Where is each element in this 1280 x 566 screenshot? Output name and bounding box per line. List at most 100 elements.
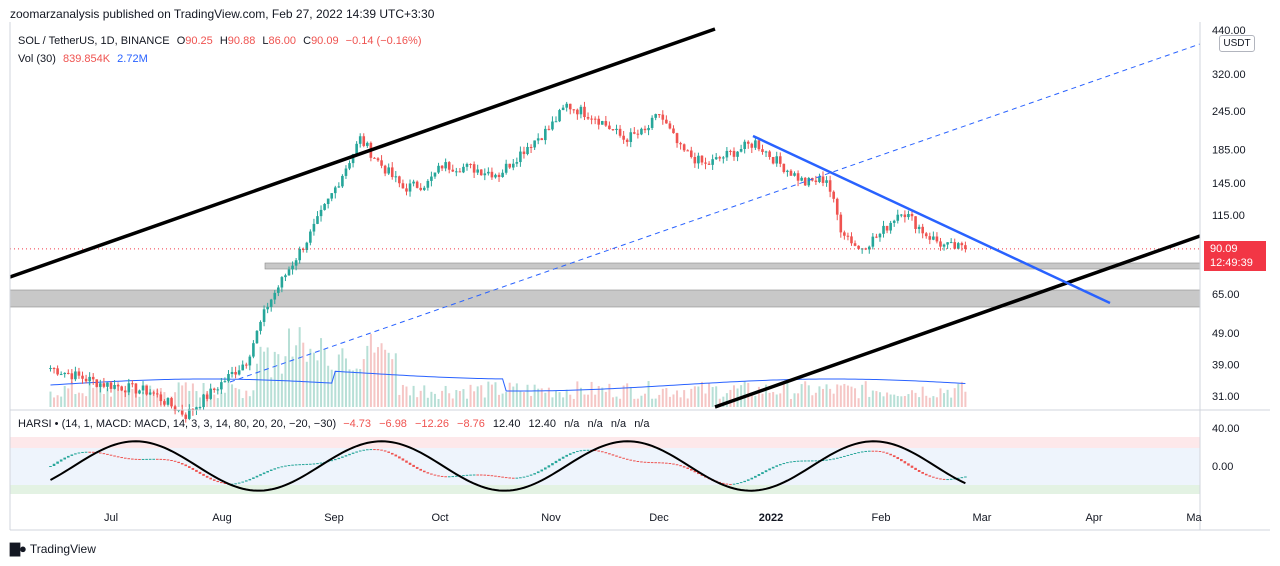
price-tick-label: 185.00 [1212, 145, 1246, 157]
harsi-candle [771, 466, 775, 469]
candle-body [487, 171, 490, 174]
candle-body [561, 107, 565, 111]
candle-body [700, 155, 704, 163]
candle-body [472, 164, 476, 173]
harsi-candle [675, 464, 679, 466]
volume-bar [533, 384, 536, 407]
candle-body [558, 110, 561, 122]
candle-body [554, 121, 558, 123]
harsi-candle [533, 473, 536, 475]
volume-bar [476, 386, 479, 407]
harsi-candle [551, 463, 554, 466]
volume-bar [352, 370, 355, 407]
volume-bar [291, 356, 294, 407]
harsi-value: 12.40 [528, 418, 557, 430]
volume-bar [120, 388, 123, 407]
candle-body [679, 143, 682, 145]
volume-bar [501, 393, 504, 407]
volume-bar [81, 393, 84, 407]
candle-body [526, 146, 529, 155]
harsi-legend[interactable]: HARSI • (14, 1, MACD: MACD, 14, 3, 3, 14… [18, 418, 654, 430]
candle-body [889, 222, 892, 231]
volume-bar [380, 343, 383, 407]
harsi-candle [433, 474, 437, 476]
volume-bar [309, 348, 312, 407]
volume-bar [366, 345, 369, 407]
candle-body [255, 330, 259, 344]
volume-bar [149, 385, 152, 407]
candle-body [444, 162, 447, 169]
candle-body [84, 378, 88, 382]
currency-button[interactable]: USDT [1219, 35, 1255, 52]
harsi-candle [344, 455, 348, 457]
volume-bar [775, 394, 778, 407]
volume-bar [298, 327, 301, 407]
harsi-candle [159, 458, 163, 460]
harsi-candle [102, 453, 106, 455]
harsi-candle [522, 476, 526, 478]
harsi-candle [650, 462, 654, 464]
harsi-candle [860, 451, 864, 453]
candle-body [237, 370, 241, 375]
harsi-candle [878, 451, 882, 453]
axes: 440.00 320.00 245.00 185.00 145.00 115.00 65.0… [9, 22, 1270, 531]
harsi-candle [761, 472, 764, 475]
volume-bar [288, 328, 290, 407]
candle-body [757, 140, 761, 150]
candle-body [800, 177, 803, 181]
candle-body [647, 127, 650, 131]
volume-bar [284, 356, 287, 407]
candle-body [850, 236, 853, 244]
candle-body [497, 174, 501, 178]
volume-bar [49, 391, 52, 407]
volume-bar [757, 386, 760, 407]
candle-body [579, 106, 583, 115]
volume-bar [551, 397, 554, 407]
volume-bar [615, 396, 618, 407]
volume-bar [248, 396, 251, 407]
volume-bar [636, 398, 639, 407]
harsi-candle [725, 483, 729, 485]
volume-bar [836, 384, 839, 407]
volume-legend[interactable]: Vol (30) 839.854K 2.72M [18, 53, 152, 65]
volume-bar [369, 334, 372, 407]
harsi-candle [579, 450, 583, 452]
volume-bar [77, 392, 80, 407]
harsi-candle [52, 463, 56, 466]
candle-body [843, 232, 846, 236]
volume-bar [782, 382, 785, 407]
candle-body [462, 166, 465, 173]
candle-body [544, 128, 547, 141]
candle-body [807, 177, 811, 186]
harsi-candle [615, 455, 618, 457]
candle-body [867, 246, 871, 250]
candle-body [515, 162, 519, 164]
candle-body [291, 265, 294, 270]
harsi-candle [237, 482, 241, 484]
volume-bar [772, 392, 775, 407]
volume-bar [280, 373, 283, 407]
candle-body [714, 157, 718, 160]
candle-body [853, 243, 857, 246]
candle-body [932, 236, 935, 240]
symbol-legend[interactable]: SOL / TetherUS, 1D, BINANCE O90.25 H90.8… [18, 35, 426, 47]
harsi-candle [633, 460, 636, 462]
harsi-candle [768, 468, 771, 471]
harsi-candle [946, 479, 949, 481]
tradingview-logo[interactable]: ▇● TradingView [10, 541, 96, 557]
volume-bar [711, 387, 714, 407]
candle-body [390, 167, 394, 178]
volume-bar [679, 397, 682, 407]
harsi-candle [145, 458, 148, 460]
harsi-candle [828, 459, 832, 461]
volume-bar [839, 385, 842, 407]
candle-body [166, 398, 170, 405]
harsi-candle [654, 462, 657, 464]
candle-body [618, 128, 622, 136]
candle-body [433, 172, 437, 177]
candle-body [465, 163, 469, 167]
candle-body [383, 165, 387, 174]
ohlc-open: O90.25 [176, 35, 213, 47]
volume-bar [846, 385, 849, 407]
